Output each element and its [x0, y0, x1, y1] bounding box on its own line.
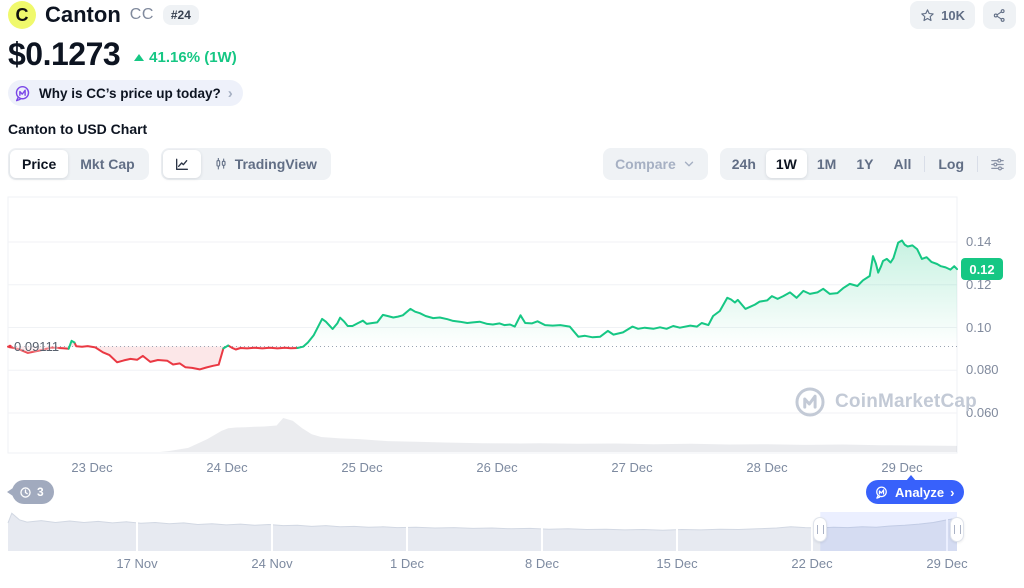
range-1m[interactable]: 1M	[807, 150, 846, 178]
analyze-label: Analyze	[895, 484, 945, 500]
minimap-axis-label: 8 Dec	[525, 556, 559, 571]
watchlist-count: 10K	[941, 7, 965, 23]
compare-button[interactable]: Compare	[603, 148, 708, 180]
analyze-button[interactable]: Analyze ›	[866, 475, 965, 504]
chevron-down-icon	[684, 161, 693, 167]
chevron-right-icon: ›	[950, 484, 955, 500]
time-range-control: 24h 1W 1M 1Y All Log	[719, 148, 1016, 180]
minimap-axis-label: 22 Dec	[791, 556, 833, 571]
chevron-right-icon: ›	[227, 84, 233, 102]
minimap-navigator[interactable]	[7, 512, 958, 551]
x-axis-label: 24 Dec	[206, 460, 248, 475]
header-actions: 10K	[910, 1, 1016, 29]
coin-name: Canton	[45, 2, 121, 27]
candlestick-icon	[216, 158, 226, 170]
brush-grip	[953, 525, 961, 534]
minimap-axis-label: 17 Nov	[116, 556, 158, 571]
x-axis-label: 25 Dec	[341, 460, 383, 475]
watermark-text: CoinMarketCap	[835, 391, 977, 412]
price-mktcap-toggle: Price Mkt Cap	[8, 148, 149, 180]
price-change-text: 41.16% (1W)	[149, 49, 237, 66]
coin-logo: C	[8, 1, 36, 29]
price-row: $0.1273 41.16% (1W)	[8, 36, 237, 73]
divider	[977, 156, 978, 172]
up-fill-area	[303, 240, 958, 347]
minimap-axis-label: 1 Dec	[390, 556, 424, 571]
baseline-price-label: 0.09111	[14, 338, 60, 354]
x-axis-label: 23 Dec	[71, 460, 113, 475]
range-all[interactable]: All	[883, 150, 921, 178]
brush-selection[interactable]	[820, 512, 957, 551]
minimap-axis-label: 15 Dec	[656, 556, 698, 571]
history-button[interactable]: 3	[7, 480, 54, 504]
divider	[924, 156, 926, 172]
line-chart-icon	[175, 158, 188, 170]
cmc-bubble-icon	[876, 486, 887, 499]
down-fill-area	[8, 340, 304, 370]
tab-price[interactable]: Price	[10, 150, 69, 178]
coin-identity: C Canton CC #24	[8, 1, 199, 29]
coin-symbol: CC	[129, 6, 154, 23]
minimap-axis-label: 29 Dec	[926, 556, 968, 571]
coinmarketcap-logo-icon	[795, 387, 825, 417]
range-1w[interactable]: 1W	[765, 150, 807, 178]
tab-line-chart[interactable]	[162, 150, 201, 178]
brush-handle-right[interactable]	[951, 518, 963, 541]
range-24h[interactable]: 24h	[722, 150, 766, 178]
rank-badge: #24	[162, 5, 199, 25]
price-line-down	[7, 341, 299, 371]
brush-handle-left[interactable]	[814, 518, 827, 541]
share-button[interactable]	[983, 1, 1016, 29]
watermark: CoinMarketCap	[793, 385, 977, 419]
watchlist-button[interactable]: 10K	[910, 1, 975, 29]
minimap-area	[8, 513, 957, 551]
y-axis-label: 0.060	[966, 405, 999, 420]
volume-area	[159, 418, 958, 452]
share-icon	[993, 8, 1005, 22]
star-icon	[921, 8, 934, 21]
cmc-ai-icon	[15, 85, 30, 101]
why-price-up-text: Why is CC’s price up today?	[39, 85, 221, 101]
chart-title: Canton to USD Chart	[8, 121, 148, 137]
price-change: 41.16% (1W)	[134, 49, 237, 66]
price-line-up	[67, 239, 958, 350]
tradingview-label: TradingView	[234, 156, 317, 172]
x-axis-label: 26 Dec	[476, 460, 518, 475]
history-count: 3	[37, 485, 44, 499]
chart-type-toggle: TradingView	[160, 148, 331, 180]
coin-logo-letter: C	[15, 4, 29, 25]
y-axis-label: 0.10	[966, 319, 992, 335]
minimap-axis-label: 24 Nov	[251, 556, 293, 571]
log-scale-toggle[interactable]: Log	[928, 150, 974, 178]
why-price-up-pill[interactable]: Why is CC’s price up today? ›	[8, 80, 243, 106]
y-axis-label: 0.080	[966, 362, 999, 378]
coin-price: $0.1273	[8, 36, 121, 72]
tab-tradingview[interactable]: TradingView	[201, 150, 329, 178]
minimap-gridlines	[136, 512, 948, 551]
compare-label: Compare	[615, 156, 676, 172]
clock-history-icon	[20, 486, 31, 498]
brush-grip	[816, 525, 824, 534]
tab-mktcap[interactable]: Mkt Cap	[68, 150, 146, 178]
y-axis-label: 0.12	[966, 276, 992, 292]
range-1y[interactable]: 1Y	[846, 150, 883, 178]
chart-toolbar: Price Mkt Cap TradingView Compare 24h 1W…	[8, 148, 1016, 180]
up-triangle-icon	[134, 54, 145, 61]
current-price-badge: 0.12	[961, 258, 1003, 281]
x-axis-label: 29 Dec	[881, 460, 923, 475]
coin-header: C Canton CC #24 10K	[8, 0, 1016, 30]
x-axis-label: 27 Dec	[611, 460, 653, 475]
y-axis-label: 0.14	[966, 234, 992, 249]
chart-settings-button[interactable]	[981, 150, 1014, 178]
x-axis-label: 28 Dec	[746, 460, 788, 475]
sliders-icon	[991, 158, 1004, 170]
